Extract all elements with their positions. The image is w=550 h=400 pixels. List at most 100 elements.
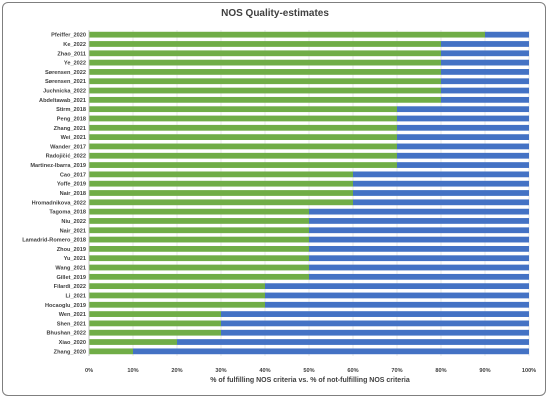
bar-fulfilling bbox=[89, 348, 133, 355]
bar-fulfilling bbox=[89, 171, 353, 178]
bar-fulfilling bbox=[89, 124, 397, 131]
bar-fulfilling bbox=[89, 320, 221, 327]
y-category-label: Shen_2021 bbox=[57, 321, 86, 327]
bar-fulfilling bbox=[89, 106, 397, 113]
y-category-label: Abdeltawab_2021 bbox=[39, 98, 86, 104]
bar-not-fulfilling bbox=[441, 50, 529, 57]
y-category-label: Radojičić_2022 bbox=[46, 154, 86, 160]
bar-fulfilling bbox=[89, 152, 397, 159]
y-category-label: Nair_2018 bbox=[60, 191, 86, 197]
bar-fulfilling bbox=[89, 255, 309, 262]
x-tick-label: 70% bbox=[391, 368, 402, 374]
bar-not-fulfilling bbox=[309, 208, 529, 215]
bar-not-fulfilling bbox=[397, 134, 529, 141]
bar-fulfilling bbox=[89, 190, 353, 196]
bar-not-fulfilling bbox=[265, 283, 529, 290]
y-category-label: Wang_2021 bbox=[55, 266, 86, 272]
bar-not-fulfilling bbox=[397, 115, 529, 122]
x-tick-label: 0% bbox=[85, 368, 93, 374]
x-tick-label: 80% bbox=[435, 368, 446, 374]
y-category-label: Lamadrid-Romero_2018 bbox=[22, 238, 86, 244]
bar-fulfilling bbox=[89, 273, 309, 280]
bar-not-fulfilling bbox=[441, 87, 529, 94]
bar-fulfilling bbox=[89, 59, 441, 66]
bar-fulfilling bbox=[89, 31, 485, 38]
bar-not-fulfilling bbox=[309, 245, 529, 252]
y-category-label: Yu_2021 bbox=[64, 256, 86, 262]
bar-fulfilling bbox=[89, 96, 441, 103]
bar-fulfilling bbox=[89, 283, 265, 290]
bar-fulfilling bbox=[89, 329, 221, 336]
bar-not-fulfilling bbox=[353, 180, 529, 187]
x-axis-label: % of fulfilling NOS criteria vs. % of no… bbox=[210, 377, 410, 384]
bar-not-fulfilling bbox=[265, 301, 529, 308]
bar-not-fulfilling bbox=[221, 320, 529, 327]
y-category-label: Ye_2022 bbox=[64, 61, 86, 67]
bar-not-fulfilling bbox=[133, 348, 529, 355]
x-tick-label: 50% bbox=[303, 368, 314, 374]
bar-fulfilling bbox=[89, 180, 353, 187]
bar-not-fulfilling bbox=[265, 292, 529, 299]
bar-fulfilling bbox=[89, 301, 265, 308]
bar-fulfilling bbox=[89, 245, 309, 252]
y-category-label: Filardi_2022 bbox=[54, 284, 86, 290]
bar-not-fulfilling bbox=[397, 162, 529, 168]
y-category-label: Hocaoglu_2019 bbox=[45, 303, 86, 309]
bar-fulfilling bbox=[89, 78, 441, 85]
y-category-label: Sørensen_2021 bbox=[45, 79, 86, 85]
y-category-label: Zhao_2011 bbox=[57, 51, 86, 57]
y-category-label: Zhang_2021 bbox=[54, 126, 86, 132]
bar-fulfilling bbox=[89, 311, 221, 317]
bar-not-fulfilling bbox=[441, 41, 529, 47]
bar-not-fulfilling bbox=[309, 264, 529, 271]
y-category-label: Bhushan_2022 bbox=[47, 331, 86, 337]
bar-not-fulfilling bbox=[221, 311, 529, 317]
bar-fulfilling bbox=[89, 143, 397, 150]
x-tick-label: 10% bbox=[127, 368, 138, 374]
x-tick-label: 60% bbox=[347, 368, 358, 374]
y-category-label: Sørensen_2022 bbox=[45, 70, 86, 76]
y-category-label: Wen_2021 bbox=[59, 312, 86, 318]
bar-fulfilling bbox=[89, 69, 441, 75]
y-category-label: Niu_2022 bbox=[61, 219, 86, 225]
y-category-label: Zhang_2020 bbox=[54, 349, 86, 355]
bar-fulfilling bbox=[89, 134, 397, 141]
bar-not-fulfilling bbox=[397, 106, 529, 113]
y-category-label: Juchnicka_2022 bbox=[43, 89, 86, 95]
y-category-label: Yoffe_2019 bbox=[57, 182, 86, 188]
bar-fulfilling bbox=[89, 339, 177, 345]
y-category-label: Hromadnikova_2022 bbox=[32, 200, 86, 206]
y-category-label: Pfeiffer_2020 bbox=[51, 33, 86, 39]
bar-not-fulfilling bbox=[309, 236, 529, 243]
bar-not-fulfilling bbox=[397, 143, 529, 150]
bar-fulfilling bbox=[89, 199, 353, 206]
bar-fulfilling bbox=[89, 227, 309, 234]
bar-not-fulfilling bbox=[353, 199, 529, 206]
y-category-label: Nair_2021 bbox=[60, 228, 86, 234]
y-category-label: Gillet_2019 bbox=[56, 275, 86, 281]
bar-not-fulfilling bbox=[353, 171, 529, 178]
x-tick-label: 30% bbox=[215, 368, 226, 374]
x-tick-label: 20% bbox=[171, 368, 182, 374]
bar-fulfilling bbox=[89, 264, 309, 271]
bar-not-fulfilling bbox=[309, 218, 529, 224]
bar-not-fulfilling bbox=[309, 255, 529, 262]
bar-not-fulfilling bbox=[441, 69, 529, 75]
y-category-label: Stirm_2018 bbox=[56, 107, 86, 113]
y-category-label: Ke_2022 bbox=[63, 42, 86, 48]
bar-not-fulfilling bbox=[221, 329, 529, 336]
bar-not-fulfilling bbox=[441, 78, 529, 85]
x-tick-label: 40% bbox=[259, 368, 270, 374]
bar-not-fulfilling bbox=[309, 227, 529, 234]
bar-fulfilling bbox=[89, 218, 309, 224]
x-tick-label: 100% bbox=[522, 368, 536, 374]
bar-fulfilling bbox=[89, 292, 265, 299]
y-category-label: Peng_2018 bbox=[57, 116, 86, 122]
bar-not-fulfilling bbox=[397, 152, 529, 159]
bar-fulfilling bbox=[89, 41, 441, 47]
bar-not-fulfilling bbox=[353, 190, 529, 196]
bar-not-fulfilling bbox=[397, 124, 529, 131]
bar-not-fulfilling bbox=[441, 59, 529, 66]
bar-not-fulfilling bbox=[485, 31, 529, 38]
